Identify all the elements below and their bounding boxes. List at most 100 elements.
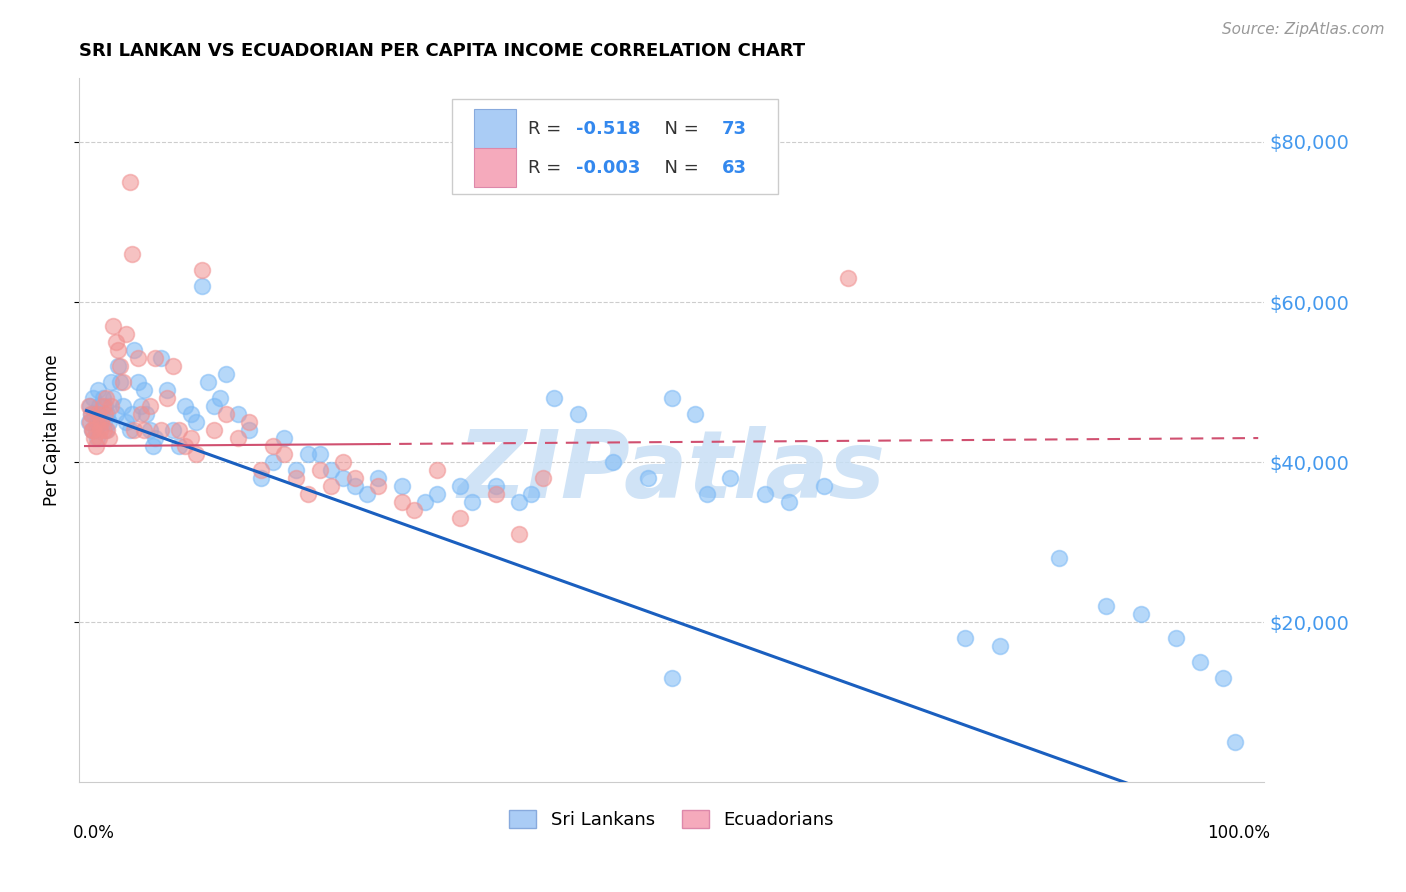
Point xyxy=(115,326,138,341)
Y-axis label: Per Capita Income: Per Capita Income xyxy=(44,354,60,506)
Point xyxy=(343,471,366,485)
Point xyxy=(191,279,214,293)
Point xyxy=(567,407,589,421)
Point xyxy=(90,415,112,429)
FancyBboxPatch shape xyxy=(453,99,779,194)
Point xyxy=(118,175,141,189)
Point xyxy=(127,375,149,389)
Point xyxy=(202,399,225,413)
Point xyxy=(285,471,308,485)
Point xyxy=(173,439,195,453)
Point xyxy=(90,407,112,421)
Text: R =: R = xyxy=(529,159,567,177)
Point xyxy=(103,391,125,405)
Point xyxy=(696,487,718,501)
Point xyxy=(111,399,134,413)
Point xyxy=(107,343,129,357)
Point xyxy=(637,471,659,485)
Point xyxy=(111,375,134,389)
Point xyxy=(520,487,543,501)
Text: 100.0%: 100.0% xyxy=(1206,824,1270,842)
Point xyxy=(953,631,976,645)
Point xyxy=(297,447,319,461)
Point xyxy=(250,463,273,477)
Point xyxy=(96,423,118,437)
Point xyxy=(208,391,231,405)
Point xyxy=(661,391,683,405)
Point xyxy=(1129,607,1152,621)
Point xyxy=(262,455,284,469)
Point xyxy=(79,415,101,429)
Point xyxy=(91,399,114,413)
FancyBboxPatch shape xyxy=(474,148,516,187)
Point xyxy=(124,423,146,437)
Point xyxy=(343,479,366,493)
Point xyxy=(449,511,471,525)
Point xyxy=(238,423,260,437)
Point xyxy=(508,527,530,541)
Point xyxy=(104,334,127,349)
Point xyxy=(718,471,741,485)
Text: N =: N = xyxy=(652,159,704,177)
Point xyxy=(150,423,173,437)
Point xyxy=(321,479,343,493)
Point xyxy=(82,423,104,437)
FancyBboxPatch shape xyxy=(474,109,516,149)
Text: -0.003: -0.003 xyxy=(575,159,640,177)
Point xyxy=(87,431,110,445)
Point xyxy=(297,487,319,501)
Point xyxy=(142,439,165,453)
Text: ZIPatlas: ZIPatlas xyxy=(457,426,886,518)
Point xyxy=(1188,655,1211,669)
Point xyxy=(508,495,530,509)
Point xyxy=(100,399,122,413)
Point xyxy=(94,399,117,413)
Point xyxy=(988,639,1011,653)
Point xyxy=(273,431,295,445)
Point xyxy=(131,399,153,413)
Point xyxy=(202,423,225,437)
Point xyxy=(86,431,108,445)
Point xyxy=(1223,735,1246,749)
Point xyxy=(103,319,125,334)
Point xyxy=(602,455,624,469)
Point xyxy=(93,423,115,437)
Point xyxy=(273,447,295,461)
Point xyxy=(308,463,330,477)
Point xyxy=(332,471,354,485)
Legend: Sri Lankans, Ecuadorians: Sri Lankans, Ecuadorians xyxy=(502,803,841,837)
Text: R =: R = xyxy=(529,120,567,138)
Point xyxy=(135,407,157,421)
Point xyxy=(97,431,120,445)
Point xyxy=(426,463,449,477)
Point xyxy=(391,479,413,493)
Text: SRI LANKAN VS ECUADORIAN PER CAPITA INCOME CORRELATION CHART: SRI LANKAN VS ECUADORIAN PER CAPITA INCO… xyxy=(79,42,806,60)
Point xyxy=(226,407,249,421)
Point xyxy=(238,415,260,429)
Point xyxy=(156,391,179,405)
Point xyxy=(156,383,179,397)
Point xyxy=(100,375,122,389)
Point xyxy=(461,495,484,509)
Point xyxy=(127,351,149,365)
Point xyxy=(87,407,110,421)
Point xyxy=(97,415,120,429)
Text: Source: ZipAtlas.com: Source: ZipAtlas.com xyxy=(1222,22,1385,37)
Point xyxy=(186,415,208,429)
Text: 63: 63 xyxy=(721,159,747,177)
Point xyxy=(145,431,167,445)
Point xyxy=(93,415,115,429)
Point xyxy=(426,487,449,501)
Point xyxy=(91,391,114,405)
Point xyxy=(413,495,436,509)
Point xyxy=(391,495,413,509)
Point xyxy=(80,407,103,421)
Point xyxy=(96,423,118,437)
Text: 73: 73 xyxy=(721,120,747,138)
Point xyxy=(321,463,343,477)
Point xyxy=(167,439,190,453)
Point xyxy=(215,407,238,421)
Point xyxy=(121,407,143,421)
Point xyxy=(86,415,108,429)
Point xyxy=(1212,671,1234,685)
